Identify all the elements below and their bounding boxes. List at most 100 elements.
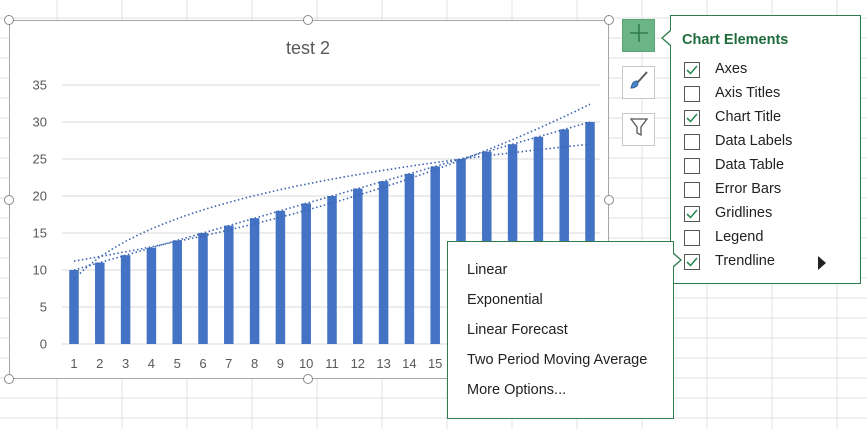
x-tick-label: 1 xyxy=(70,356,77,371)
chart-element-label: Legend xyxy=(715,229,764,245)
resize-handle-bottom-middle[interactable] xyxy=(303,374,313,384)
chart-element-trendline[interactable]: Trendline xyxy=(684,251,854,273)
chart-element-label: Trendline xyxy=(715,253,775,269)
bar xyxy=(353,188,363,344)
panel-pointer-fill xyxy=(663,31,671,45)
x-tick-label: 8 xyxy=(251,356,258,371)
checkmark-icon xyxy=(686,209,698,219)
y-tick-label: 15 xyxy=(33,226,47,241)
x-tick-label: 15 xyxy=(428,356,442,371)
chart-element-axis-titles[interactable]: Axis Titles xyxy=(684,83,854,105)
checkmark-icon xyxy=(686,257,698,267)
y-tick-label: 0 xyxy=(40,337,47,352)
plus-icon xyxy=(628,22,650,49)
resize-handle-middle-right[interactable] xyxy=(604,195,614,205)
bar xyxy=(95,262,105,344)
bar xyxy=(585,122,595,344)
chart-element-label: Axis Titles xyxy=(715,85,781,101)
x-tick-label: 6 xyxy=(199,356,206,371)
y-tick-label: 10 xyxy=(33,263,47,278)
trendline-submenu: Linear Exponential Linear Forecast Two Peri… xyxy=(447,241,674,419)
bar xyxy=(249,218,260,344)
chart-element-error-bars-checkbox[interactable] xyxy=(684,182,700,198)
chart-elements-panel: Chart Elements Axes Axis Titles Chart Titl… xyxy=(670,15,861,284)
chart-element-data-labels[interactable]: Data Labels xyxy=(684,131,854,153)
bar xyxy=(301,203,311,344)
trendline-option-linear-forecast[interactable]: Linear Forecast xyxy=(467,322,568,338)
x-tick-label: 11 xyxy=(325,356,339,371)
resize-handle-top-left[interactable] xyxy=(4,15,14,25)
x-tick-label: 3 xyxy=(122,356,129,371)
bar xyxy=(224,225,234,344)
chart-element-axes-checkbox[interactable] xyxy=(684,62,700,78)
y-tick-label: 20 xyxy=(33,189,47,204)
bar xyxy=(275,210,286,344)
submenu-pointer-fill xyxy=(672,253,680,267)
chart-styles-button[interactable] xyxy=(622,66,655,99)
bar xyxy=(146,247,157,344)
resize-handle-middle-left[interactable] xyxy=(4,195,14,205)
y-tick-label: 30 xyxy=(33,115,47,130)
submenu-arrow-icon[interactable] xyxy=(818,256,826,270)
bar xyxy=(533,136,544,344)
checkmark-icon xyxy=(686,113,698,123)
chart-element-gridlines-checkbox[interactable] xyxy=(684,206,700,222)
x-tick-label: 9 xyxy=(277,356,284,371)
trendline-logarithmic xyxy=(73,143,591,280)
chart-element-label: Axes xyxy=(715,61,748,77)
trendline-linear xyxy=(73,121,591,271)
trendline-option-two-period-moving-average[interactable]: Two Period Moving Average xyxy=(467,352,648,368)
resize-handle-top-middle[interactable] xyxy=(303,15,313,25)
resize-handle-top-right[interactable] xyxy=(604,15,614,25)
bar xyxy=(404,173,415,344)
trendline-option-exponential[interactable]: Exponential xyxy=(467,292,543,308)
chart-element-axes[interactable]: Axes xyxy=(684,59,854,81)
bar xyxy=(559,129,569,344)
trendline-option-linear[interactable]: Linear xyxy=(467,262,508,278)
chart-element-label: Chart Title xyxy=(715,109,782,125)
chart-element-data-table-checkbox[interactable] xyxy=(684,158,700,174)
chart-elements-title: Chart Elements xyxy=(682,32,789,48)
chart-element-data-labels-checkbox[interactable] xyxy=(684,134,700,150)
chart-element-label: Error Bars xyxy=(715,181,782,197)
chart-element-legend[interactable]: Legend xyxy=(684,227,854,249)
chart-element-chart-title[interactable]: Chart Title xyxy=(684,107,854,129)
y-tick-label: 5 xyxy=(40,300,47,315)
x-tick-label: 5 xyxy=(174,356,181,371)
x-tick-label: 4 xyxy=(148,356,155,371)
chart-title: test 2 xyxy=(286,38,330,58)
funnel-icon xyxy=(628,116,650,143)
chart-element-error-bars[interactable]: Error Bars xyxy=(684,179,854,201)
x-tick-label: 13 xyxy=(376,356,390,371)
chart-element-label: Gridlines xyxy=(715,205,773,221)
bar xyxy=(69,270,79,344)
trendline-exponential xyxy=(73,103,591,262)
chart-element-data-table[interactable]: Data Table xyxy=(684,155,854,177)
bar xyxy=(430,166,440,344)
x-tick-label: 2 xyxy=(96,356,103,371)
y-tick-label: 35 xyxy=(33,78,47,93)
x-tick-label: 12 xyxy=(351,356,365,371)
chart-element-gridlines[interactable]: Gridlines xyxy=(684,203,854,225)
x-tick-label: 7 xyxy=(225,356,232,371)
chart-element-legend-checkbox[interactable] xyxy=(684,230,700,246)
chart-elements-button[interactable] xyxy=(622,19,655,52)
bar xyxy=(198,233,208,344)
bar xyxy=(378,181,389,344)
chart-filters-button[interactable] xyxy=(622,113,655,146)
bar xyxy=(327,196,337,344)
bar xyxy=(120,255,131,344)
chart-element-label: Data Table xyxy=(715,157,785,173)
checkmark-icon xyxy=(686,65,698,75)
chart-element-chart-title-checkbox[interactable] xyxy=(684,110,700,126)
chart-element-trendline-checkbox[interactable] xyxy=(684,254,700,270)
paintbrush-icon xyxy=(628,69,650,96)
chart-element-axis-titles-checkbox[interactable] xyxy=(684,86,700,102)
y-tick-label: 25 xyxy=(33,152,47,167)
resize-handle-bottom-left[interactable] xyxy=(4,374,14,384)
x-tick-label: 14 xyxy=(402,356,416,371)
chart-element-label: Data Labels xyxy=(715,133,793,149)
bar xyxy=(172,240,182,344)
x-tick-label: 10 xyxy=(299,356,313,371)
trendline-option-more-options[interactable]: More Options... xyxy=(467,382,567,398)
